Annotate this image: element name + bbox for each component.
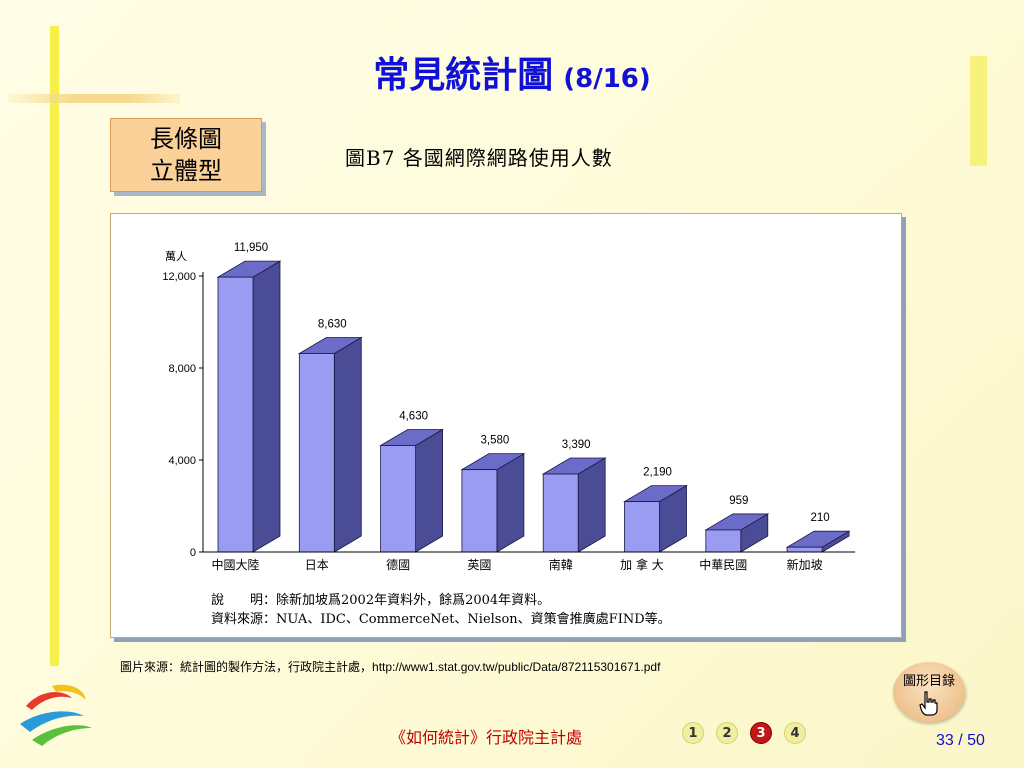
bar [380,445,417,553]
x-axis-category-label: 中國大陸 [211,557,259,572]
x-axis-category-label: 新加坡 [787,557,823,572]
x-axis-category-label: 日本 [305,558,329,572]
chart-type-label-line2: 立體型 [150,157,222,185]
decorative-right-bar [970,56,987,166]
chart-type-label-line1: 長條圖 [150,125,222,153]
pager-button-3[interactable]: 3 [750,722,772,744]
bar [298,353,335,553]
bar-value-label: 3,580 [481,435,510,447]
x-axis-category-label: 加 拿 大 [620,557,664,572]
y-axis-unit-label: 萬人 [165,250,187,263]
bar-side [415,428,444,553]
x-axis-category-label: 德國 [386,557,410,572]
image-source: 圖片來源：統計圖的製作方法，行政院主計處，http://www1.stat.go… [120,658,660,675]
bar-value-label: 2,190 [643,467,672,479]
bar-value-label: 4,630 [399,411,428,423]
image-source-url[interactable]: http://www1.stat.gov.tw/public/Data/8721… [372,660,661,674]
bar-chart: 萬人 0 4,000 8,000 12,000 11,950 中國大陸 8,630 日本 4,63… [162,242,856,627]
bar [705,529,742,553]
y-axis-tick-label: 4,000 [168,455,196,467]
bar [217,276,254,553]
bar-value-label: 11,950 [234,242,268,254]
y-axis-tick-label: 12,000 [162,271,196,283]
slide-number: 33 / 50 [936,732,985,749]
figure-caption: 圖B7 各國網際網路使用人數 [345,146,613,170]
slide-title-text: 常見統計圖 [373,55,554,96]
image-source-text: 圖片來源：統計圖的製作方法，行政院主計處， [120,660,373,674]
pager-button-4[interactable]: 4 [784,722,806,744]
decorative-vertical-bar [50,26,59,666]
x-axis-category-label: 南韓 [549,557,573,572]
bar [786,546,823,553]
footer-title: 《如何統計》行政院主計處 [390,728,583,747]
decorative-horizontal-bar [8,94,180,103]
bar-value-label: 8,630 [318,319,347,331]
pointing-hand-icon [919,691,938,716]
slide-page-indicator: (8/16) [563,64,651,94]
chart-type-label: 長條圖 立體型 [110,118,262,192]
bar-side [496,452,525,553]
pager: 1 2 3 4 [682,722,806,744]
chart-data-source: 資料來源：NUA、IDC、CommerceNet、Nielson、資策會推廣處F… [211,611,671,627]
bar-value-label: 959 [729,495,748,507]
bar-side [577,457,606,553]
chart-note: 說 明：除新加坡爲2002年資料外，餘爲2004年資料。 [211,592,550,608]
x-axis-category-label: 英國 [467,558,491,572]
bar [461,469,498,553]
bar [624,501,660,553]
x-axis-category-label: 中華民國 [699,557,747,572]
bar-side [252,260,281,553]
bar [542,473,579,553]
pager-button-1[interactable]: 1 [682,722,704,744]
toc-button[interactable]: 圖形目錄 [893,662,965,722]
y-axis-tick-label: 8,000 [168,363,196,375]
y-axis-tick-label: 0 [190,547,196,559]
bar-side [333,336,362,553]
dgbas-logo [20,684,92,746]
bar-value-label: 3,390 [562,439,591,451]
toc-button-label: 圖形目錄 [902,674,955,689]
slide-title: 常見統計圖 (8/16) [0,46,1024,98]
pager-button-2[interactable]: 2 [716,722,738,744]
bar-value-label: 210 [811,512,830,524]
chart-frame: 萬人 0 4,000 8,000 12,000 11,950 中國大陸 8,630 日本 4,63… [110,213,902,638]
